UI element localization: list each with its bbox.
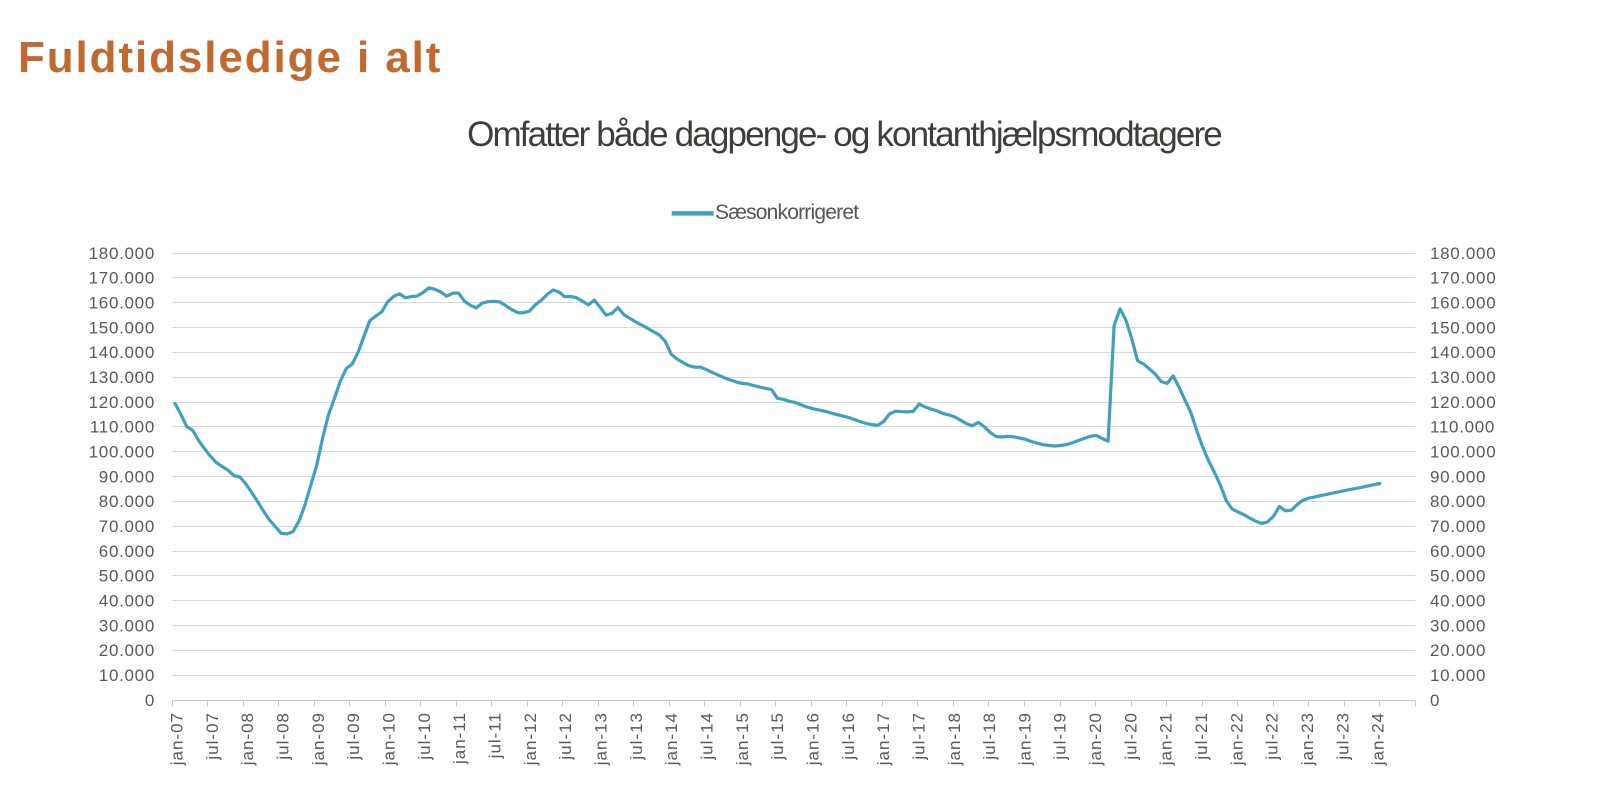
- svg-text:jul-13: jul-13: [627, 712, 646, 761]
- svg-text:Omfatter både dagpenge- og kon: Omfatter både dagpenge- og kontanthjælps…: [467, 115, 1221, 154]
- svg-text:jul-20: jul-20: [1121, 712, 1140, 761]
- svg-text:170.000: 170.000: [1430, 269, 1496, 288]
- svg-text:jul-11: jul-11: [485, 712, 504, 759]
- svg-text:100.000: 100.000: [1430, 443, 1496, 462]
- svg-text:jul-10: jul-10: [415, 712, 434, 761]
- svg-text:60.000: 60.000: [99, 542, 155, 561]
- svg-text:0: 0: [145, 691, 155, 710]
- svg-text:jul-15: jul-15: [768, 712, 787, 761]
- svg-text:Fuldtidsledige i alt: Fuldtidsledige i alt: [18, 33, 442, 82]
- svg-text:70.000: 70.000: [99, 517, 155, 536]
- svg-text:jan-22: jan-22: [1227, 712, 1246, 766]
- svg-text:20.000: 20.000: [1430, 641, 1486, 660]
- svg-text:10.000: 10.000: [99, 666, 155, 685]
- svg-text:jan-11: jan-11: [450, 712, 469, 765]
- svg-text:50.000: 50.000: [1430, 567, 1486, 586]
- svg-text:110.000: 110.000: [1430, 418, 1495, 437]
- svg-text:jan-08: jan-08: [238, 712, 257, 766]
- svg-text:90.000: 90.000: [99, 467, 155, 486]
- svg-text:130.000: 130.000: [1430, 368, 1496, 387]
- svg-text:jan-17: jan-17: [874, 712, 893, 766]
- svg-text:jan-09: jan-09: [309, 712, 328, 766]
- svg-text:jan-23: jan-23: [1298, 712, 1317, 766]
- svg-text:30.000: 30.000: [99, 616, 155, 635]
- svg-text:jan-21: jan-21: [1157, 712, 1176, 766]
- svg-text:140.000: 140.000: [89, 343, 155, 362]
- svg-text:jul-21: jul-21: [1192, 712, 1211, 761]
- svg-text:jan-13: jan-13: [591, 712, 610, 766]
- svg-text:150.000: 150.000: [89, 318, 155, 337]
- svg-text:jul-18: jul-18: [980, 712, 999, 761]
- svg-text:jul-19: jul-19: [1051, 712, 1070, 761]
- svg-text:80.000: 80.000: [1430, 492, 1486, 511]
- svg-text:20.000: 20.000: [99, 641, 155, 660]
- svg-text:180.000: 180.000: [89, 244, 155, 263]
- svg-text:10.000: 10.000: [1430, 666, 1486, 685]
- svg-text:170.000: 170.000: [89, 269, 155, 288]
- svg-text:jan-12: jan-12: [521, 712, 540, 766]
- svg-text:jul-17: jul-17: [909, 712, 928, 761]
- svg-text:jul-16: jul-16: [839, 712, 858, 761]
- svg-text:50.000: 50.000: [99, 567, 155, 586]
- svg-text:jan-16: jan-16: [803, 712, 822, 766]
- svg-text:40.000: 40.000: [99, 592, 155, 611]
- svg-text:jan-14: jan-14: [662, 712, 681, 766]
- svg-text:0: 0: [1430, 691, 1440, 710]
- svg-text:jan-10: jan-10: [379, 712, 398, 766]
- svg-text:120.000: 120.000: [1430, 393, 1496, 412]
- svg-text:jan-24: jan-24: [1369, 712, 1388, 766]
- svg-text:jan-19: jan-19: [1015, 712, 1034, 766]
- svg-text:130.000: 130.000: [89, 368, 155, 387]
- svg-text:160.000: 160.000: [89, 294, 155, 313]
- svg-text:150.000: 150.000: [1430, 318, 1496, 337]
- svg-text:jan-07: jan-07: [167, 712, 186, 766]
- svg-text:jul-07: jul-07: [203, 712, 222, 761]
- svg-text:jan-15: jan-15: [733, 712, 752, 766]
- svg-text:180.000: 180.000: [1430, 244, 1496, 263]
- svg-text:jul-22: jul-22: [1263, 712, 1282, 761]
- svg-text:140.000: 140.000: [1430, 343, 1496, 362]
- svg-text:100.000: 100.000: [89, 443, 155, 462]
- svg-text:jul-09: jul-09: [344, 712, 363, 761]
- svg-text:70.000: 70.000: [1430, 517, 1486, 536]
- svg-text:60.000: 60.000: [1430, 542, 1486, 561]
- svg-text:jul-08: jul-08: [273, 712, 292, 761]
- svg-text:80.000: 80.000: [99, 492, 155, 511]
- svg-text:160.000: 160.000: [1430, 294, 1496, 313]
- svg-text:jan-18: jan-18: [945, 712, 964, 766]
- svg-text:40.000: 40.000: [1430, 592, 1486, 611]
- svg-text:120.000: 120.000: [89, 393, 155, 412]
- svg-text:90.000: 90.000: [1430, 467, 1486, 486]
- svg-text:30.000: 30.000: [1430, 616, 1486, 635]
- svg-text:Sæsonkorrigeret: Sæsonkorrigeret: [715, 201, 859, 224]
- svg-text:jan-20: jan-20: [1086, 712, 1105, 766]
- svg-text:110.000: 110.000: [90, 418, 155, 437]
- svg-text:jul-12: jul-12: [556, 712, 575, 761]
- svg-text:jul-23: jul-23: [1333, 712, 1352, 761]
- svg-text:jul-14: jul-14: [697, 712, 716, 761]
